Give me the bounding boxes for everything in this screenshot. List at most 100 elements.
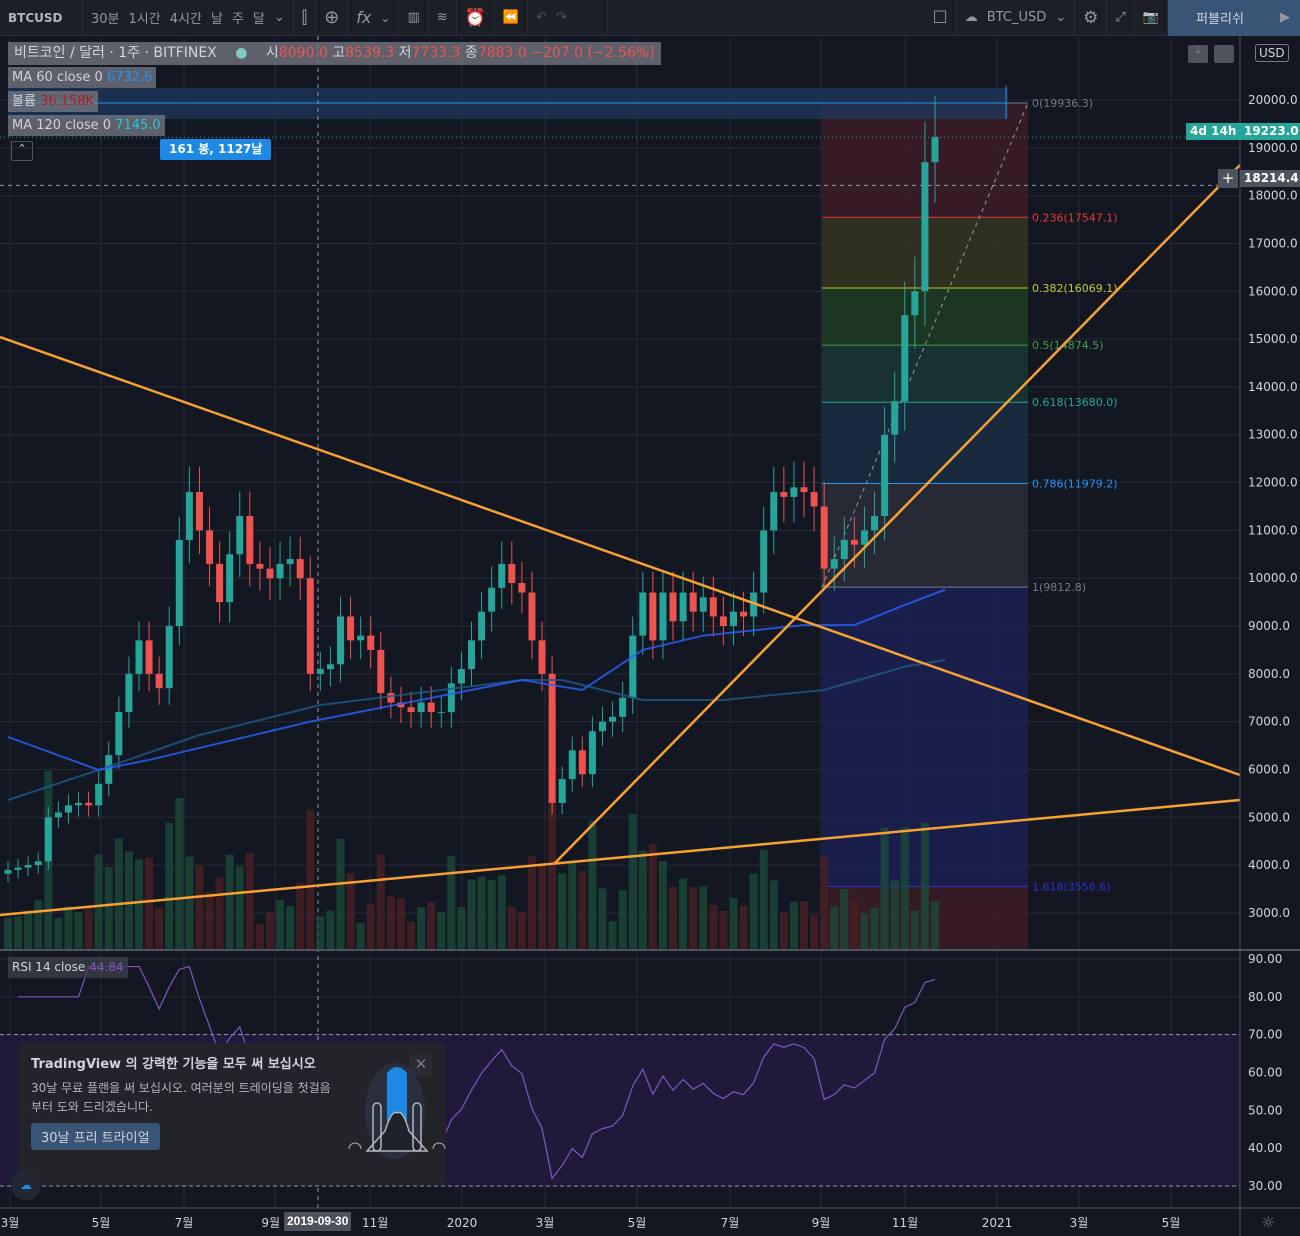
candle-body — [528, 592, 536, 641]
candle-body — [558, 779, 566, 803]
price-tick-label: 17000.0 — [1248, 236, 1298, 250]
undo-icon[interactable]: ↶ — [536, 10, 547, 25]
compare-icon[interactable]: ⊕ — [316, 0, 349, 36]
low-label: 저 — [398, 45, 412, 61]
volume-bar — [840, 888, 849, 950]
symbol-legend: 비트코인 / 달러 · 1주 · BITFINEX ● 시8090.0 고853… — [8, 42, 661, 65]
candle-body — [246, 516, 254, 564]
volume-bar — [689, 887, 698, 950]
interval-4h[interactable]: 4시간 — [169, 12, 202, 27]
rsi-tick-label: 60.00 — [1248, 1065, 1282, 1079]
time-tick-label: 9월 — [261, 1216, 280, 1230]
candle-body — [357, 635, 365, 641]
interval-1h[interactable]: 1시간 — [128, 12, 161, 27]
volume-bar — [286, 906, 295, 950]
candle-body — [427, 702, 435, 713]
volume-bar — [910, 910, 919, 950]
volume-bar — [155, 907, 164, 950]
candle-body — [810, 492, 818, 507]
rsi-tick-label: 70.00 — [1248, 1028, 1282, 1042]
volume-bar — [235, 866, 244, 950]
layout-icon[interactable]: ☐ — [925, 0, 957, 36]
publish-button[interactable]: 퍼블리쉬 — [1168, 0, 1272, 36]
candle-body — [135, 640, 143, 674]
interval-group: 30분 1시간 4시간 날 주 달 ⌄ — [83, 0, 294, 36]
ma60-legend[interactable]: MA 60 close 0 6732.6 — [8, 67, 157, 88]
volume-bar — [134, 859, 143, 950]
volume-bar — [114, 838, 123, 950]
price-tick-label: 19000.0 — [1248, 141, 1298, 155]
gear-icon[interactable]: ⚙ — [1075, 0, 1108, 36]
symbol-search[interactable]: BTCUSD — [0, 0, 83, 36]
candle-body — [629, 635, 637, 698]
time-tick-label: 3월 — [536, 1216, 555, 1230]
measure-label: 161 봉, 1127날 — [160, 139, 272, 160]
fullscreen-icon[interactable]: ⤢ — [1107, 0, 1135, 36]
add-plus-button[interactable]: + — [1218, 169, 1238, 188]
settings-sun-icon[interactable]: ☼ — [1261, 1213, 1276, 1232]
candle-body — [790, 487, 798, 497]
time-tick-label: 5월 — [92, 1216, 111, 1230]
indicators-icon[interactable]: fx ⌄ — [348, 0, 400, 36]
candles-icon[interactable]: ⫿ — [294, 0, 317, 36]
candle-body — [478, 611, 486, 641]
interval-week[interactable]: 주 — [231, 12, 244, 27]
currency-badge[interactable]: USD — [1255, 44, 1289, 62]
financials-icon[interactable]: ▥ — [399, 0, 429, 36]
popup-body: 30날 무료 플랜을 써 보십시오. 여러분의 트레이딩을 첫걸음부터 도와 드… — [31, 1081, 331, 1114]
volume-bar — [779, 912, 788, 950]
lock-scale-button[interactable] — [1214, 45, 1234, 63]
candle-body — [729, 611, 737, 627]
redo-icon[interactable]: ↷ — [555, 10, 567, 25]
replay-icon[interactable]: ⏪ — [495, 0, 529, 36]
close-icon[interactable]: ✕ — [410, 1055, 432, 1077]
candle-body — [165, 626, 173, 689]
ma60-value: 6732.6 — [106, 70, 153, 85]
templates-icon[interactable]: ≋ — [429, 0, 457, 36]
alert-icon[interactable]: ⏰ — [457, 0, 495, 36]
time-tick-label: 5월 — [628, 1216, 647, 1230]
candle-body — [367, 635, 375, 650]
volume-bar — [245, 852, 254, 950]
candle-body — [216, 563, 224, 603]
candle-body — [316, 669, 324, 674]
volume-bar — [709, 905, 718, 950]
time-tick-label: 2021 — [982, 1216, 1013, 1230]
candle-body — [256, 563, 264, 569]
volume-bar — [84, 906, 93, 950]
interval-month[interactable]: 달 — [252, 12, 265, 27]
camera-icon[interactable]: 📷 — [1135, 0, 1168, 36]
symbol-label: BTCUSD — [8, 10, 63, 25]
candle-body — [619, 697, 627, 717]
volume-bar — [588, 820, 597, 950]
interval-30m[interactable]: 30분 — [91, 12, 120, 27]
interval-day[interactable]: 날 — [210, 12, 223, 27]
play-icon[interactable]: ▶ — [1272, 0, 1300, 36]
candle-body — [679, 592, 687, 622]
fib-zone — [822, 345, 1028, 403]
collapse-legend-button[interactable]: ⌃ — [11, 141, 33, 161]
volume-bar — [407, 921, 416, 950]
volume-bar — [225, 854, 234, 950]
chevron-down-icon: ⌄ — [1055, 10, 1067, 25]
legend-title: 비트코인 / 달러 · 1주 · BITFINEX — [14, 45, 217, 61]
candle-body — [296, 559, 304, 579]
volume-bar — [74, 912, 83, 950]
candle-body — [95, 783, 103, 806]
volume-legend[interactable]: 볼륨 36.158K — [8, 91, 99, 112]
ma120-legend[interactable]: MA 120 close 0 7145.0 — [8, 115, 165, 136]
fib-level-label: 0.5(14874.5) — [1032, 339, 1104, 352]
crosshair-date-tag: 2019-09-30 — [284, 1212, 352, 1231]
layout-save[interactable]: ☁ BTC_USD ⌄ — [957, 0, 1076, 36]
rsi-legend[interactable]: RSI 14 close 44.84 — [8, 957, 128, 978]
candle-body — [901, 315, 909, 402]
chart-canvas[interactable]: 20000.0 19000.0 18000.0 17000.0 16000.0 15000… — [0, 36, 1300, 1236]
tradingview-logo[interactable]: ☁ — [11, 1170, 41, 1200]
chevron-down-icon[interactable]: ⌄ — [273, 10, 285, 25]
top-toolbar: BTCUSD 30분 1시간 4시간 날 주 달 ⌄ ⫿ ⊕ fx ⌄ ▥ ≋ … — [0, 0, 1300, 36]
scroll-down-button[interactable]: ↓ — [1188, 45, 1208, 63]
volume-bar — [316, 916, 325, 950]
free-trial-button[interactable]: 30날 프리 트라이얼 — [31, 1123, 160, 1150]
volume-bar — [820, 856, 829, 950]
fib-level-label: 0(19936.3) — [1032, 97, 1093, 110]
